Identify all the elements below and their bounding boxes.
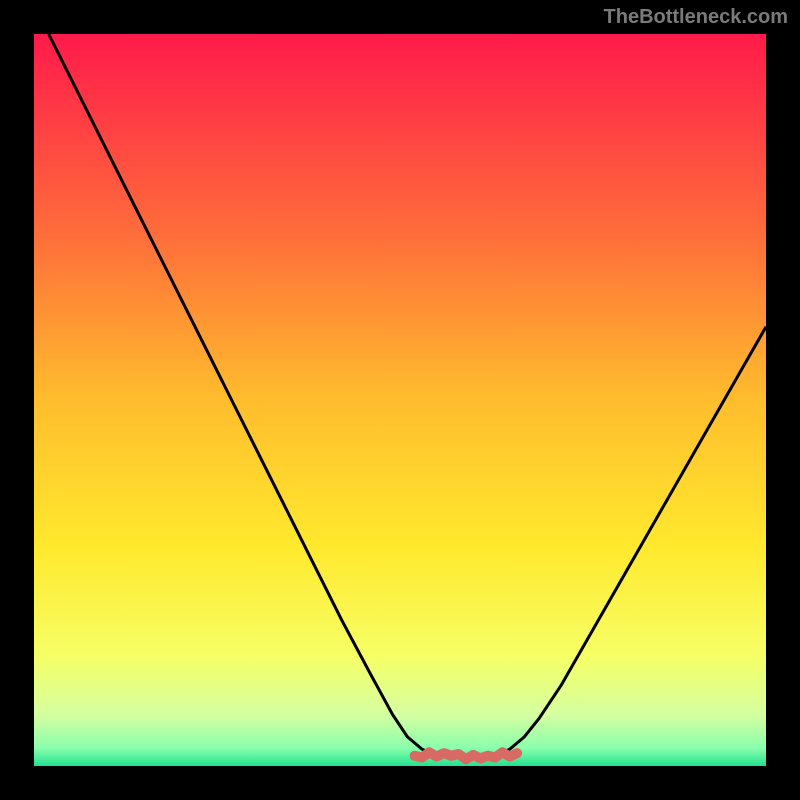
curve-layer <box>34 34 766 766</box>
trough-marker <box>415 752 517 759</box>
plot-area <box>34 34 766 766</box>
chart-container: TheBottleneck.com <box>0 0 800 800</box>
watermark-text: TheBottleneck.com <box>604 6 788 29</box>
bottleneck-curve <box>49 34 766 756</box>
